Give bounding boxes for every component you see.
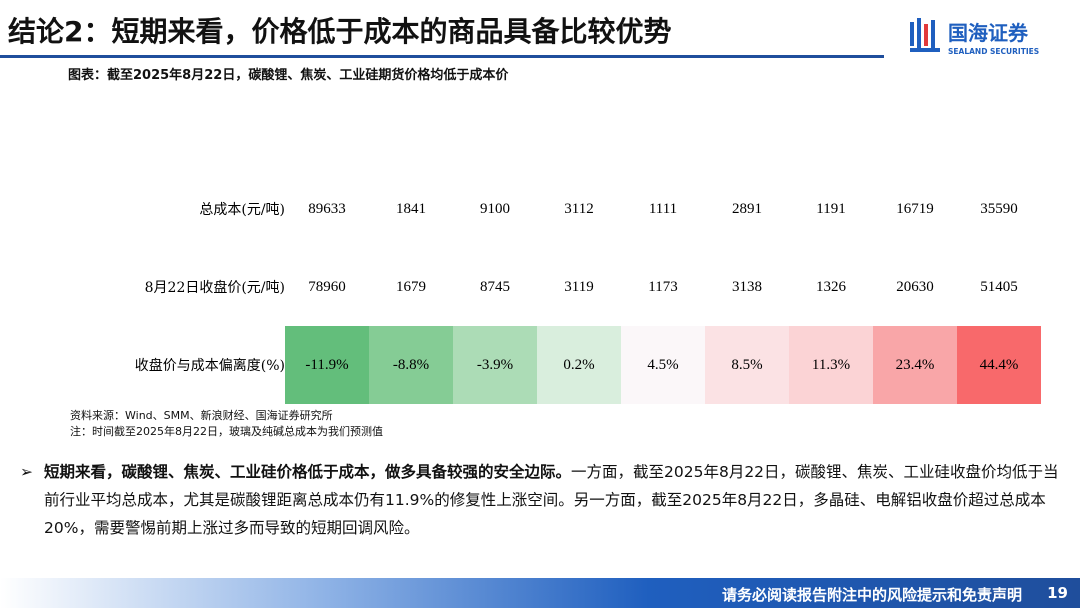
table-cell: 44.4% — [957, 326, 1041, 404]
figure-caption: 图表：截至2025年8月22日，碳酸锂、焦炭、工业硅期货价格均低于成本价 — [68, 68, 509, 83]
table-cell: 89633 — [308, 200, 346, 217]
logo-en: SEALAND SECURITIES — [948, 47, 1039, 56]
table-cell: -3.9% — [453, 326, 537, 404]
table-cell: 11.3% — [789, 326, 873, 404]
table-cell: 8745 — [480, 278, 510, 295]
row-label-text: 总成本(元/吨) — [199, 202, 285, 218]
table-cell: 8.5% — [705, 326, 789, 404]
footer-bar — [0, 578, 1080, 608]
row-label-text: 收盘价与成本偏离度(%) — [134, 358, 285, 374]
row-label-text: 8月22日收盘价(元/吨) — [144, 280, 285, 296]
disclaimer: 请务必阅读报告附注中的风险提示和免责声明 — [721, 586, 1022, 604]
title-rule — [0, 55, 884, 58]
table-cell: 3119 — [564, 278, 594, 295]
table-cell: 23.4% — [873, 326, 957, 404]
bullet-body: 一方面，截至2025年8月22日，碳酸锂、焦炭、工业硅收盘价均低于当前行业平均总… — [44, 463, 1059, 537]
table-cell: 4.5% — [621, 326, 705, 404]
table-cell: 35590 — [980, 200, 1018, 217]
table-cell: 1173 — [648, 278, 678, 295]
table-cell: 51405 — [980, 278, 1018, 295]
bullet: ➢ 短期来看，碳酸锂、焦炭、工业硅价格低于成本，做多具备较强的安全边际。一方面，… — [20, 458, 1065, 542]
table-cell: 1679 — [396, 278, 426, 295]
table-cell: 1191 — [816, 200, 846, 217]
row-label: 8月22日收盘价(元/吨) — [130, 277, 285, 297]
table-cell: 1111 — [648, 200, 678, 217]
row-label: 总成本(元/吨) — [130, 199, 285, 219]
footnote: 注：时间截至2025年8月22日，玻璃及纯碱总成本为我们预测值 — [70, 425, 383, 438]
source-note: 资料来源：Wind、SMM、新浪财经、国海证券研究所 — [70, 409, 333, 422]
table-cell: 1326 — [816, 278, 846, 295]
page-number: 19 — [1047, 584, 1068, 602]
table-cell: 2891 — [732, 200, 762, 217]
table-cell: 78960 — [308, 278, 346, 295]
bullet-marker: ➢ — [20, 463, 33, 481]
table-row: 收盘价与成本偏离度(%) -11.9% -8.8% -3.9% 0.2% 4.5% 8.5%… — [130, 326, 1041, 404]
table-cell: 1841 — [396, 200, 426, 217]
table-cell: -8.8% — [369, 326, 453, 404]
title: 结论2：短期来看，价格低于成本的商品具备比较优势 — [8, 15, 672, 48]
table-row: 总成本(元/吨) 89633 1841 9100 3112 1111 2891 1191 167… — [130, 170, 1041, 248]
table-cell: 3138 — [732, 278, 762, 295]
table-row: 8月22日收盘价(元/吨) 78960 1679 8745 3119 1173 3138 13… — [130, 248, 1041, 326]
bullet-text: 短期来看，碳酸锂、焦炭、工业硅价格低于成本，做多具备较强的安全边际。一方面，截至… — [44, 458, 1065, 542]
logo: 国海证券 SEALAND SECURITIES — [910, 18, 1039, 56]
logo-cn: 国海证券 — [948, 21, 1029, 45]
table-cell: 20630 — [896, 278, 934, 295]
bullet-bold: 短期来看，碳酸锂、焦炭、工业硅价格低于成本，做多具备较强的安全边际。 — [44, 463, 572, 481]
table-cell: 3112 — [564, 200, 594, 217]
table-cell: 0.2% — [537, 326, 621, 404]
table-cell: -11.9% — [285, 326, 369, 404]
table-cell: 9100 — [480, 200, 510, 217]
row-label: 收盘价与成本偏离度(%) — [130, 355, 285, 375]
table-cell: 16719 — [896, 200, 934, 217]
